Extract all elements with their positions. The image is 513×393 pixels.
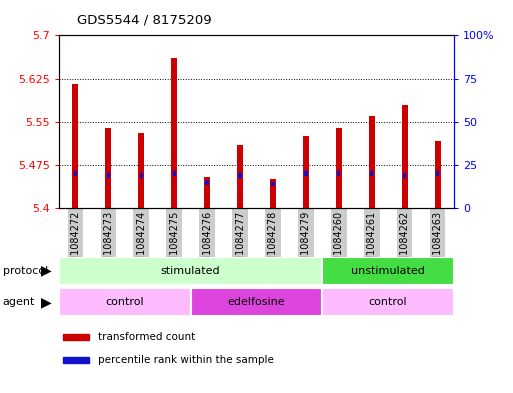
Bar — [270, 180, 276, 208]
Text: ▶: ▶ — [41, 295, 51, 309]
Bar — [370, 171, 373, 176]
Bar — [322, 257, 454, 285]
Bar — [403, 173, 406, 178]
Bar — [204, 176, 210, 208]
Bar — [63, 334, 89, 340]
Bar — [237, 145, 243, 208]
Text: ▶: ▶ — [41, 264, 51, 278]
Text: stimulated: stimulated — [161, 266, 221, 276]
Text: control: control — [369, 297, 407, 307]
Text: protocol: protocol — [3, 266, 48, 276]
Bar — [105, 128, 111, 208]
Bar — [172, 171, 176, 176]
Text: unstimulated: unstimulated — [351, 266, 425, 276]
Bar — [206, 180, 209, 185]
Text: percentile rank within the sample: percentile rank within the sample — [98, 355, 274, 365]
Bar — [191, 288, 322, 316]
Bar — [369, 116, 374, 208]
Text: agent: agent — [3, 297, 35, 307]
Bar — [63, 357, 89, 363]
Bar — [171, 59, 177, 208]
Text: control: control — [106, 297, 144, 307]
Bar — [74, 171, 77, 176]
Text: GDS5544 / 8175209: GDS5544 / 8175209 — [77, 14, 211, 27]
Text: edelfosine: edelfosine — [228, 297, 285, 307]
Bar — [59, 288, 191, 316]
Bar — [336, 128, 342, 208]
Bar — [436, 171, 439, 176]
Bar — [435, 141, 441, 208]
Bar — [140, 173, 143, 178]
Bar — [59, 257, 322, 285]
Bar — [337, 171, 341, 176]
Bar — [72, 84, 78, 208]
Bar — [107, 173, 110, 178]
Bar — [304, 171, 307, 176]
Bar — [402, 105, 408, 208]
Bar — [322, 288, 454, 316]
Text: transformed count: transformed count — [98, 332, 196, 342]
Bar — [303, 136, 309, 208]
Bar — [139, 133, 144, 208]
Bar — [239, 173, 242, 178]
Bar — [271, 182, 274, 186]
